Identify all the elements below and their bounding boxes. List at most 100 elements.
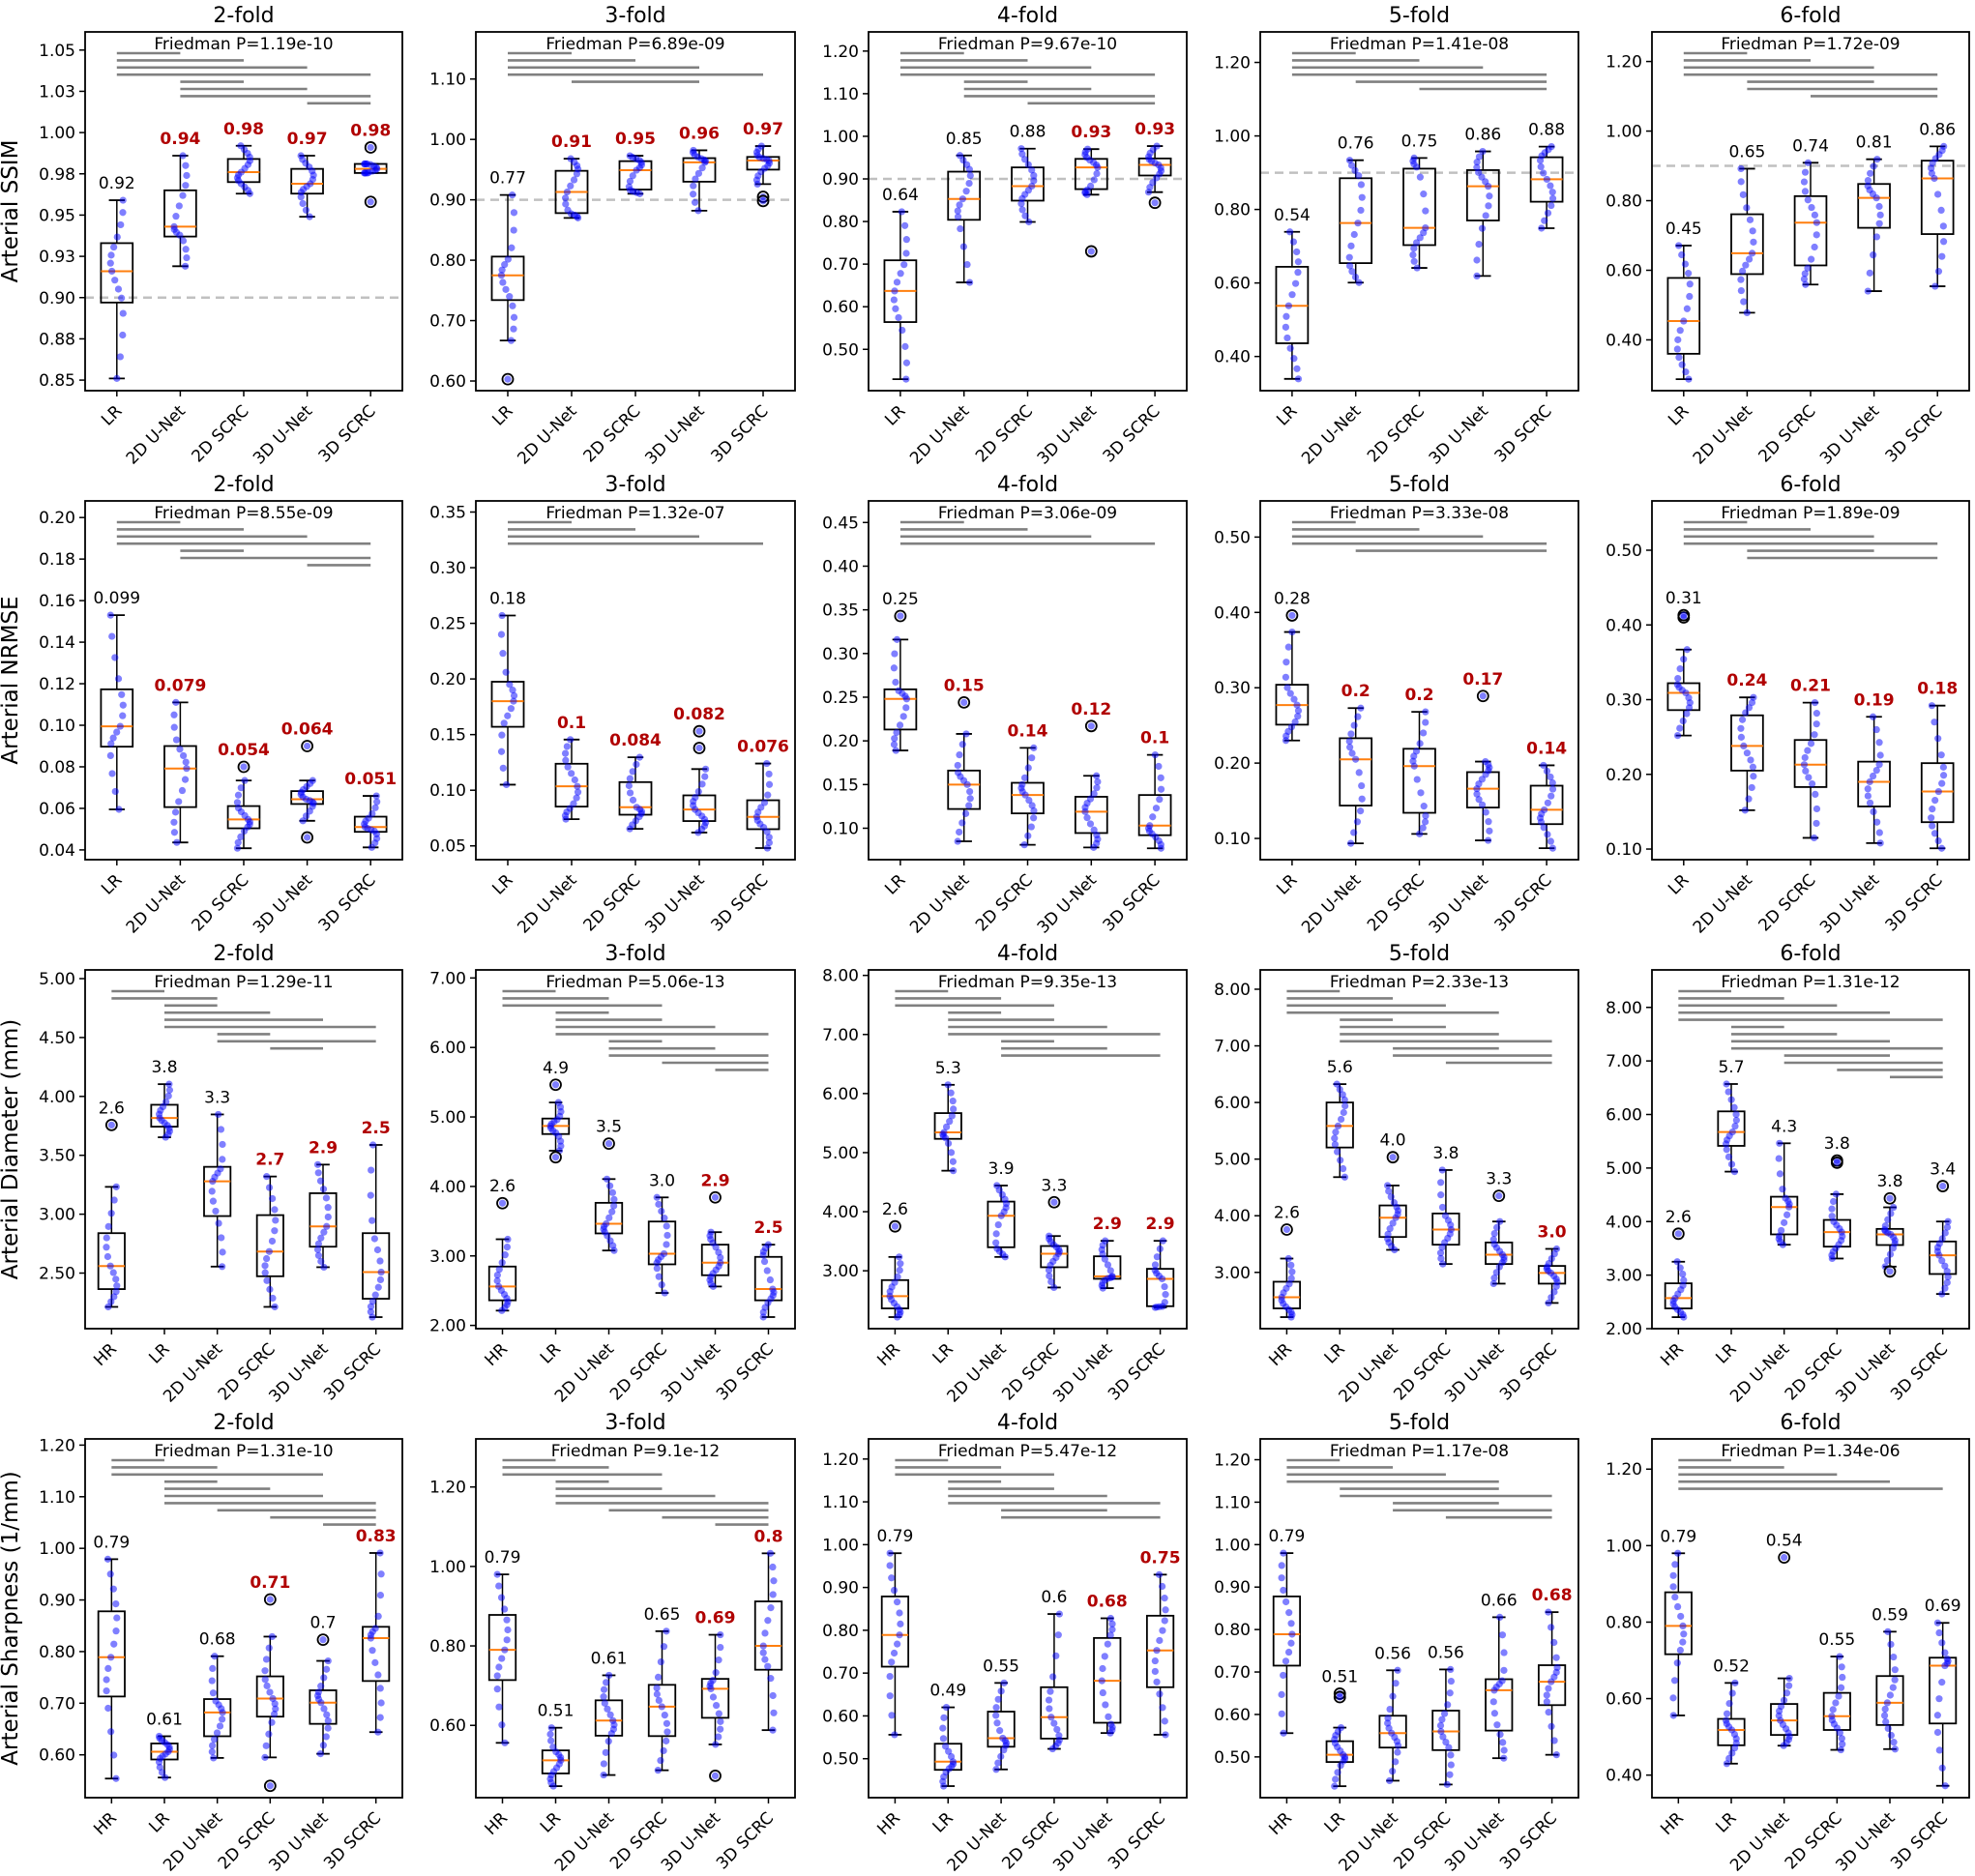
data-point (1055, 1732, 1063, 1740)
box-2d-scrc: 3.0 (647, 1171, 677, 1297)
y-tick-label: 0.70 (822, 255, 859, 275)
data-point (1278, 1690, 1285, 1698)
data-point (1548, 792, 1555, 800)
data-point (262, 1742, 270, 1749)
median-value-label: 0.81 (1856, 133, 1893, 153)
data-point (994, 1759, 1002, 1767)
x-tick-label: 3D SCRC (1887, 1808, 1952, 1873)
data-point (1548, 194, 1557, 202)
data-point (1676, 665, 1684, 673)
data-point (119, 712, 127, 719)
data-point (1351, 166, 1359, 174)
y-tick-label: 1.00 (1214, 128, 1251, 147)
data-point (1108, 1620, 1116, 1627)
data-point (1482, 808, 1489, 816)
data-point (373, 1246, 382, 1254)
panel-title: 2-fold (213, 4, 274, 28)
box-2d-u-net: 3.3 (203, 1088, 232, 1271)
outlier-point (958, 695, 971, 709)
box-lr: 0.49 (929, 1682, 966, 1790)
data-point (1941, 1229, 1949, 1237)
data-point (890, 296, 898, 304)
outlier-point (1285, 609, 1299, 622)
data-point (1339, 1164, 1347, 1173)
iqr-box (1339, 737, 1373, 806)
data-point (886, 1549, 894, 1557)
data-point (600, 1693, 607, 1701)
data-point (1350, 721, 1358, 729)
data-point (574, 782, 581, 790)
data-point (653, 1684, 661, 1692)
data-point (1104, 1640, 1111, 1648)
data-point (240, 763, 248, 771)
data-point (317, 1683, 325, 1690)
data-point (1422, 224, 1430, 232)
x-tick-label: 3D SCRC (707, 401, 772, 466)
y-tick-label: 0.20 (822, 732, 859, 751)
data-point (1024, 764, 1032, 772)
data-point (1161, 1617, 1168, 1625)
data-point (1940, 238, 1948, 246)
y-tick-label: 0.60 (1214, 275, 1251, 294)
iqr-box (947, 769, 982, 810)
outlier-point (301, 740, 314, 752)
data-point (1674, 674, 1682, 683)
data-point (1832, 1190, 1840, 1198)
data-point (690, 191, 697, 198)
data-point (1283, 684, 1291, 691)
y-tick-label: 0.80 (429, 1637, 466, 1656)
data-point (1872, 725, 1880, 734)
box-3d-u-net: 0.66 (1481, 1591, 1518, 1762)
y-tick-label: 3.00 (39, 1206, 75, 1225)
median-value-label: 0.19 (1854, 690, 1895, 710)
data-point (657, 1657, 664, 1666)
data-point (960, 698, 968, 706)
data-point (1838, 1663, 1845, 1671)
data-point (1933, 191, 1942, 198)
data-point (709, 1693, 718, 1701)
data-point (156, 1763, 163, 1772)
friedman-p-value: Friedman P=1.31e-12 (1721, 973, 1900, 992)
axes-frame (84, 969, 403, 1330)
data-point (1496, 1613, 1504, 1622)
iqr-box (618, 780, 653, 816)
data-point (761, 1656, 769, 1663)
data-point (172, 698, 180, 706)
data-point (763, 844, 772, 852)
x-tick-label: 3D SCRC (320, 1808, 385, 1873)
median-value-label: 0.92 (99, 174, 135, 193)
y-tick-label: 6.00 (1606, 1106, 1642, 1126)
median-value-label: 0.52 (1713, 1656, 1750, 1676)
data-point (1811, 731, 1818, 739)
median-value-label: 0.25 (882, 590, 919, 609)
data-point (759, 1649, 767, 1656)
data-point (653, 1265, 661, 1273)
data-point (1485, 836, 1492, 844)
data-point (374, 1612, 382, 1621)
iqr-box (1793, 739, 1828, 788)
data-point (1385, 1187, 1393, 1195)
y-tick-label: 0.20 (1214, 754, 1251, 774)
data-point (997, 1687, 1005, 1695)
data-point (1108, 1626, 1116, 1633)
data-point (1294, 375, 1303, 383)
data-point (1106, 1614, 1114, 1623)
data-point (1159, 1704, 1166, 1712)
data-point (653, 1193, 661, 1201)
y-tick-label: 0.88 (39, 330, 75, 349)
y-tick-label: 0.14 (39, 633, 75, 653)
data-point (1341, 1101, 1349, 1110)
data-point (605, 1671, 613, 1680)
data-point (319, 1742, 327, 1749)
data-point (1866, 269, 1873, 277)
median-value-label: 0.064 (281, 719, 334, 739)
median-value-label: 3.3 (204, 1088, 230, 1107)
data-point (1355, 172, 1363, 180)
data-point (1866, 799, 1874, 806)
median-value-label: 0.85 (946, 130, 983, 149)
data-point (1473, 163, 1481, 171)
data-point (495, 1266, 503, 1274)
data-point (376, 1685, 384, 1692)
